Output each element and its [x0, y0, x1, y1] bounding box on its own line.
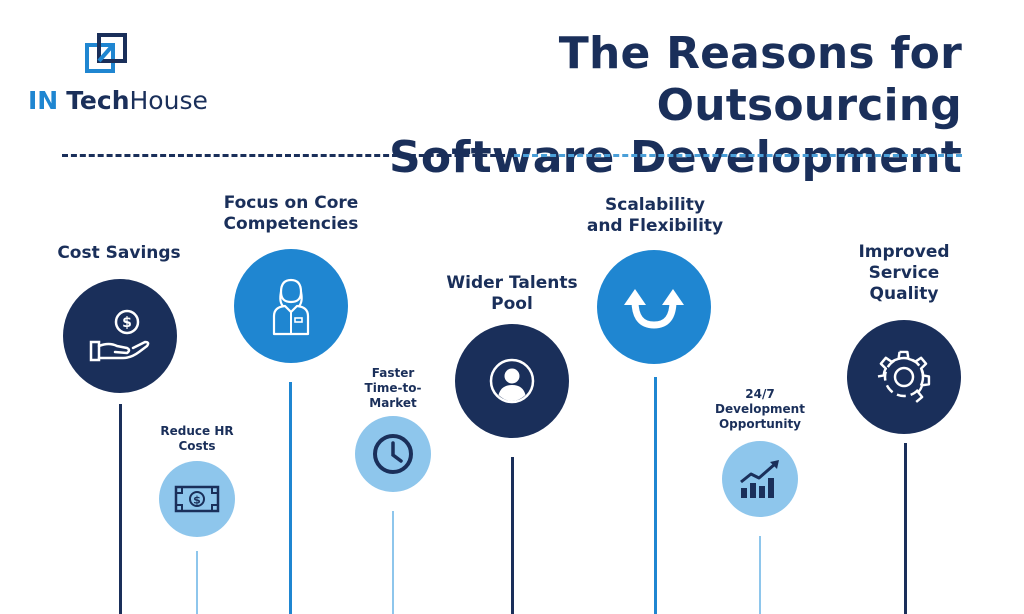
label-scalability: Scalability and Flexibility [575, 195, 735, 237]
label-24-7: 24/7 Development Opportunity [705, 387, 815, 432]
logo-part-tech: Tech [66, 86, 130, 115]
circle-scalability [597, 250, 711, 364]
label-line: Service [868, 263, 940, 283]
divider-left [62, 154, 514, 157]
logo-wordmark: IN TechHouse [28, 86, 208, 116]
hand-dollar-icon: $ [89, 309, 150, 362]
circle-wider-talents [455, 324, 569, 438]
label-line: Reduce HR [160, 424, 234, 438]
label-faster-ttm: Faster Time-to- Market [348, 366, 438, 411]
connector-line [654, 377, 657, 614]
label-line: Opportunity [718, 417, 802, 431]
circle-cost-savings: $ [63, 279, 177, 393]
connector-line [511, 457, 514, 614]
label-line: Improved [858, 242, 950, 262]
label-line: Focus on Core [223, 193, 359, 213]
growth-chart-icon [740, 460, 779, 498]
double-arrow-up-icon [624, 289, 684, 329]
title-line-2: Software Development [388, 132, 962, 183]
user-circle-icon [489, 358, 535, 404]
circle-focus-core [234, 249, 348, 363]
clock-icon [373, 434, 413, 474]
label-improved-quality: Improved Service Quality [845, 242, 963, 305]
label-line: Faster [371, 366, 415, 380]
page-title: The Reasons for Outsourcing Software Dev… [242, 28, 962, 184]
label-line: Development [715, 402, 805, 416]
label-line: Cost Savings [57, 243, 181, 263]
divider-right [514, 154, 962, 157]
circle-improved-quality [847, 320, 961, 434]
label-line: Time-to- [364, 381, 422, 395]
circle-reduce-hr: $ [159, 461, 235, 537]
svg-text:$: $ [193, 494, 201, 507]
person-icon [272, 278, 310, 336]
label-cost-savings: Cost Savings [49, 243, 189, 264]
connector-line [119, 404, 122, 614]
svg-text:$: $ [122, 315, 132, 331]
logo-part-in: IN [28, 86, 59, 115]
connector-line [196, 551, 198, 614]
label-line: Pool [491, 294, 533, 314]
logo-icon [85, 33, 127, 73]
label-wider-talents: Wider Talents Pool [437, 273, 587, 315]
connector-line [759, 536, 761, 614]
label-line: Competencies [223, 214, 359, 234]
gear-icon [877, 350, 931, 403]
label-line: and Flexibility [586, 216, 724, 236]
title-line-1: The Reasons for Outsourcing [558, 28, 962, 131]
circle-24-7 [722, 441, 798, 517]
connector-line [904, 443, 907, 614]
label-line: Wider Talents [446, 273, 578, 293]
connector-line [392, 511, 394, 614]
label-line: Scalability [605, 195, 705, 215]
label-line: Quality [869, 284, 939, 304]
label-line: Costs [178, 439, 216, 453]
connector-line [289, 382, 292, 614]
label-reduce-hr: Reduce HR Costs [147, 424, 247, 454]
label-focus-core: Focus on Core Competencies [216, 193, 366, 235]
logo-part-house: House [129, 86, 208, 115]
label-line: Market [369, 396, 417, 410]
label-line: 24/7 [745, 387, 775, 401]
circle-faster-ttm [355, 416, 431, 492]
banknote-icon: $ [174, 485, 220, 513]
